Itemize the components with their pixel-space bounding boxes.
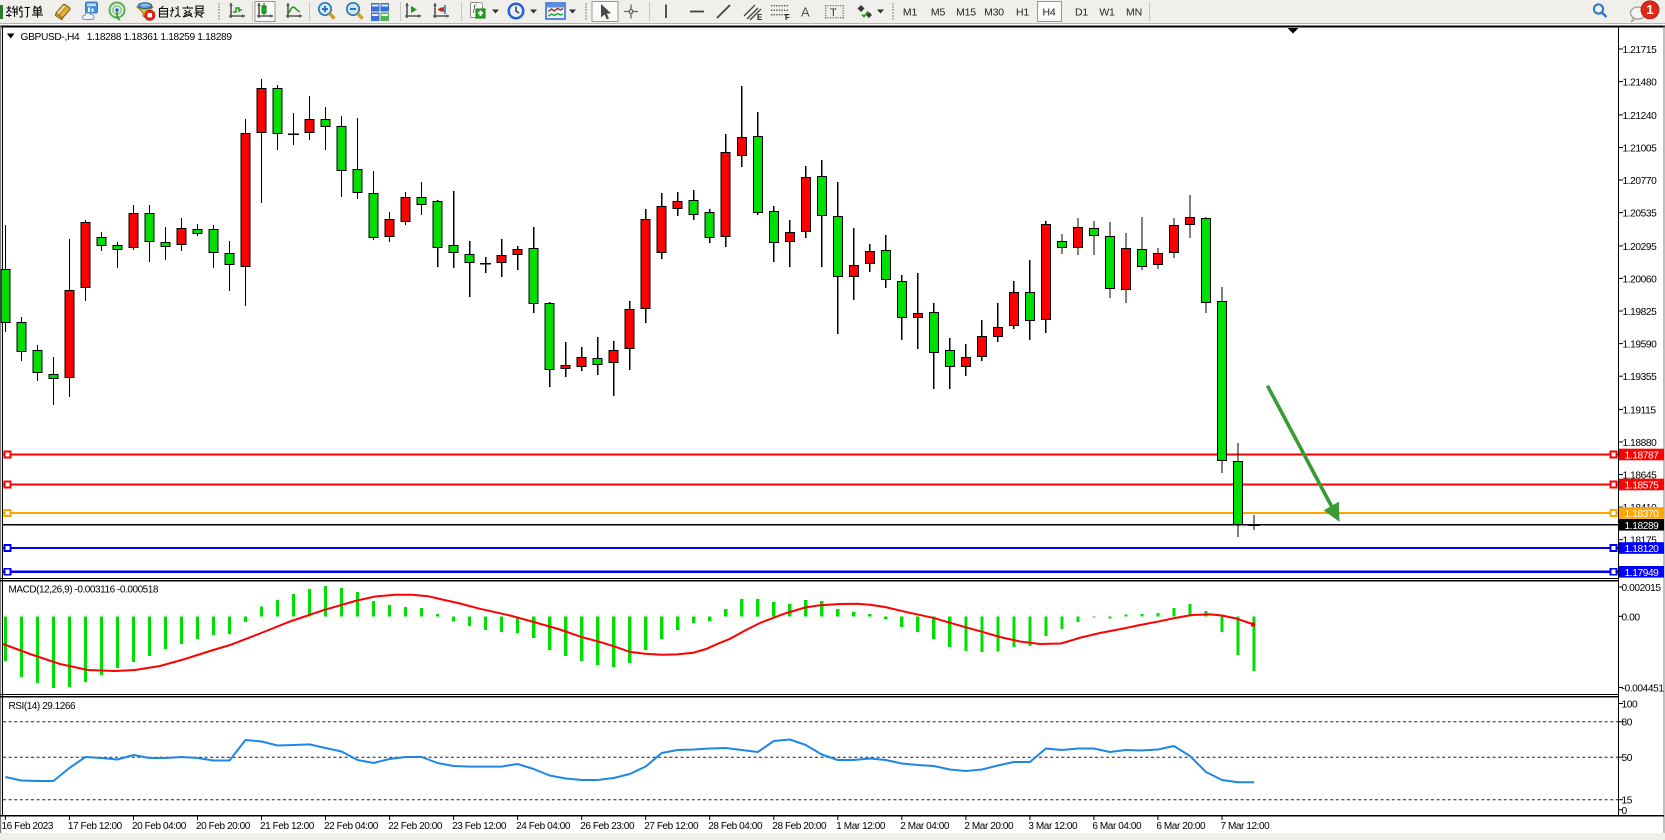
svg-text:M30: M30 <box>984 7 1004 19</box>
svg-text:GBPUSD-,H4 1.18288 1.18361 1: GBPUSD-,H4 1.18288 1.18361 1.18259 1.182… <box>21 32 233 43</box>
svg-text:1.21005: 1.21005 <box>1623 144 1658 155</box>
svg-text:MN: MN <box>1126 7 1142 19</box>
svg-text:1.18575: 1.18575 <box>1625 481 1660 492</box>
svg-text:1.19825: 1.19825 <box>1623 307 1658 318</box>
svg-text:E: E <box>757 13 763 22</box>
svg-text:1.20060: 1.20060 <box>1623 274 1658 285</box>
svg-text:MACD(12,26,9) -0.003116 -0.000: MACD(12,26,9) -0.003116 -0.000518 <box>9 585 159 596</box>
svg-text:3 Mar 12:00: 3 Mar 12:00 <box>1028 821 1078 832</box>
svg-text:27 Feb 12:00: 27 Feb 12:00 <box>644 821 699 832</box>
svg-text:0: 0 <box>1622 806 1628 817</box>
svg-text:W1: W1 <box>1099 7 1115 19</box>
svg-text:0.002015: 0.002015 <box>1622 583 1662 594</box>
svg-text:1: 1 <box>1646 2 1653 17</box>
svg-text:21 Feb 12:00: 21 Feb 12:00 <box>260 821 315 832</box>
svg-text:23 Feb 12:00: 23 Feb 12:00 <box>452 821 507 832</box>
svg-text:28 Feb 04:00: 28 Feb 04:00 <box>708 821 763 832</box>
svg-text:100: 100 <box>1622 700 1638 711</box>
svg-text:1.21240: 1.21240 <box>1623 111 1658 122</box>
svg-text:1.18289: 1.18289 <box>1625 521 1660 532</box>
svg-text:H1: H1 <box>1016 7 1029 19</box>
svg-text:-0.004451: -0.004451 <box>1622 683 1665 694</box>
svg-text:20 Feb 20:00: 20 Feb 20:00 <box>196 821 251 832</box>
svg-text:26 Feb 23:00: 26 Feb 23:00 <box>580 821 635 832</box>
svg-text:1.18880: 1.18880 <box>1623 438 1658 449</box>
svg-text:1.18787: 1.18787 <box>1625 451 1660 462</box>
svg-text:1.18120: 1.18120 <box>1625 544 1660 555</box>
svg-text:17 Feb 12:00: 17 Feb 12:00 <box>68 821 123 832</box>
svg-text:M5: M5 <box>931 7 946 19</box>
svg-text:M15: M15 <box>956 7 976 19</box>
svg-text:7 Mar 12:00: 7 Mar 12:00 <box>1221 821 1271 832</box>
svg-text:1.19355: 1.19355 <box>1623 372 1658 383</box>
svg-text:H4: H4 <box>1042 7 1055 19</box>
svg-text:f: f <box>473 3 477 13</box>
svg-text:1 Mar 12:00: 1 Mar 12:00 <box>836 821 886 832</box>
svg-text:1.19115: 1.19115 <box>1623 405 1657 416</box>
svg-text:50: 50 <box>1622 753 1633 764</box>
svg-text:F: F <box>785 13 790 22</box>
svg-text:1.18645: 1.18645 <box>1623 471 1658 482</box>
svg-text:6 Mar 20:00: 6 Mar 20:00 <box>1156 821 1206 832</box>
svg-text:1.18370: 1.18370 <box>1625 509 1660 520</box>
svg-text:D1: D1 <box>1075 7 1088 19</box>
svg-text:1.21715: 1.21715 <box>1623 45 1658 56</box>
svg-text:1.20535: 1.20535 <box>1623 209 1658 220</box>
svg-text:80: 80 <box>1622 718 1633 729</box>
svg-text:20 Feb 04:00: 20 Feb 04:00 <box>132 821 187 832</box>
svg-text:1.21480: 1.21480 <box>1623 78 1658 89</box>
svg-text:28 Feb 20:00: 28 Feb 20:00 <box>772 821 827 832</box>
svg-text:T: T <box>830 7 837 19</box>
svg-text:1.20295: 1.20295 <box>1623 242 1658 253</box>
svg-text:M1: M1 <box>903 7 918 19</box>
svg-text:22 Feb 04:00: 22 Feb 04:00 <box>324 821 379 832</box>
svg-text:16 Feb 2023: 16 Feb 2023 <box>2 821 54 832</box>
svg-text:1.18175: 1.18175 <box>1623 536 1658 547</box>
svg-text:1.20770: 1.20770 <box>1623 176 1658 187</box>
svg-text:6 Mar 04:00: 6 Mar 04:00 <box>1092 821 1142 832</box>
svg-text:1.17949: 1.17949 <box>1625 568 1660 579</box>
svg-text:RSI(14) 29.1266: RSI(14) 29.1266 <box>9 701 77 712</box>
svg-text:24 Feb 04:00: 24 Feb 04:00 <box>516 821 571 832</box>
svg-text:A: A <box>801 5 810 20</box>
svg-text:2 Mar 20:00: 2 Mar 20:00 <box>964 821 1014 832</box>
svg-text:0.00: 0.00 <box>1622 612 1641 623</box>
svg-text:22 Feb 20:00: 22 Feb 20:00 <box>388 821 443 832</box>
svg-text:2 Mar 04:00: 2 Mar 04:00 <box>900 821 950 832</box>
svg-text:15: 15 <box>1622 796 1633 807</box>
svg-text:1.19590: 1.19590 <box>1623 340 1658 351</box>
